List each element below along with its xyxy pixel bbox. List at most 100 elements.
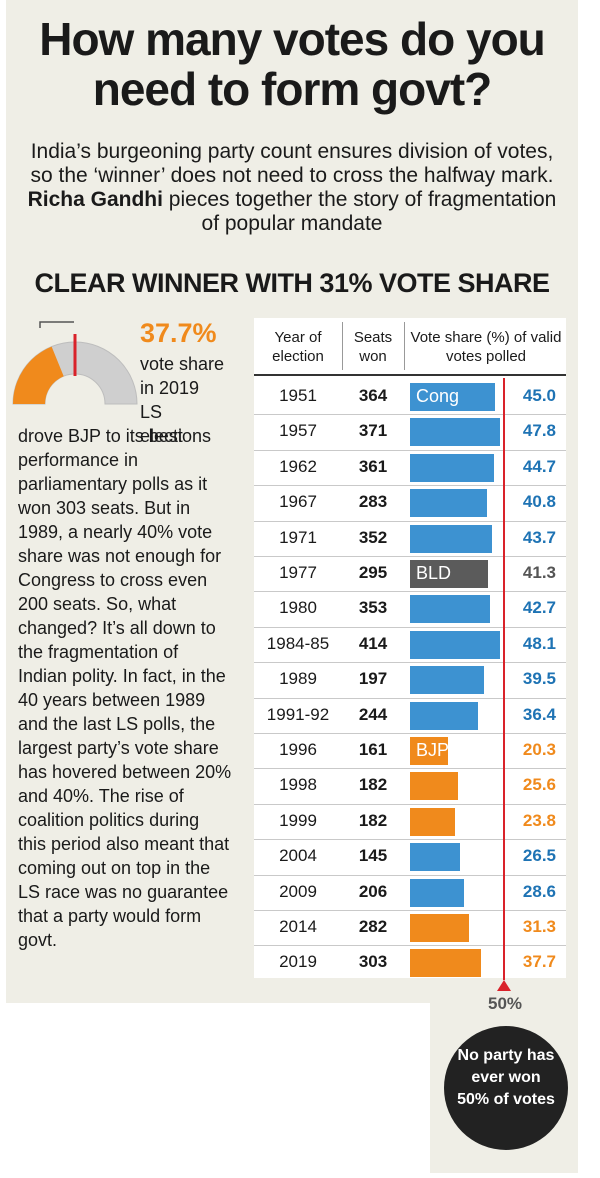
vote-share-bar (410, 418, 500, 447)
row-divider (254, 520, 566, 522)
seats-cell: 361 (358, 456, 388, 476)
page-title: How many votes do you need to form govt? (39, 13, 546, 115)
vote-share-value: 48.1 (522, 633, 556, 653)
vote-share-bar (410, 630, 501, 659)
year-cell: 1977 (279, 563, 317, 582)
seats-cell: 371 (358, 421, 388, 441)
column-header-year: Year of election (272, 329, 324, 365)
vote-share-bar (410, 878, 464, 907)
vote-share-bar (410, 843, 460, 872)
vote-share-value: 31.3 (522, 917, 556, 936)
row-divider (254, 414, 566, 416)
vote-share-value: 44.7 (522, 456, 556, 476)
year-cell: 1984-85 (266, 633, 330, 653)
year-cell: 2009 (279, 881, 317, 901)
vote-share-bar (410, 489, 487, 518)
year-cell: 1971 (279, 527, 317, 547)
column-divider (404, 322, 405, 370)
year-cell: 1998 (279, 775, 317, 795)
highlight-caption: vote share in 2019 LS elections (140, 354, 225, 446)
row-divider (254, 839, 566, 841)
vote-share-bar (410, 949, 481, 978)
column-header-seats: Seats won (353, 329, 393, 365)
vote-share-bar (410, 914, 469, 942)
callout-badge: No party has ever won 50% of votes (444, 1026, 568, 1150)
seats-cell: 161 (358, 740, 388, 759)
row-divider (254, 662, 566, 664)
vote-share-bar (410, 772, 459, 801)
seats-cell: 197 (358, 669, 388, 689)
vote-share-bar (410, 524, 493, 553)
vote-share-value: 43.7 (522, 527, 556, 547)
column-header-vote-share: Vote share (%) of valid votes polled (410, 329, 562, 365)
fifty-percent-line (503, 378, 505, 980)
row-divider (254, 449, 566, 451)
year-cell: 1957 (279, 421, 317, 441)
vote-share-gauge-icon (12, 321, 138, 405)
author-name: Richa Gandhi (27, 188, 163, 211)
row-divider (254, 591, 566, 593)
row-divider (254, 556, 566, 557)
vote-share-value: 47.8 (522, 421, 556, 441)
row-divider (254, 803, 566, 805)
vote-share-value: 42.7 (522, 598, 556, 618)
row-divider (254, 910, 566, 911)
year-cell: 1991-92 (266, 704, 330, 724)
header-rule (254, 374, 566, 376)
vote-share-bar (410, 701, 479, 730)
seats-cell: 364 (358, 386, 388, 405)
row-divider (254, 945, 566, 947)
seats-cell: 282 (358, 917, 388, 936)
vote-share-value: 40.8 (522, 492, 556, 512)
intro-text: India’s burgeoning party count ensures d… (27, 140, 557, 235)
vote-share-bar (410, 807, 455, 836)
row-divider (254, 626, 566, 628)
row-divider (254, 874, 566, 876)
vote-share-bar: BLD (410, 560, 488, 588)
year-cell: 2014 (279, 917, 317, 936)
seats-cell: 414 (358, 633, 388, 653)
vote-share-value: 28.6 (522, 881, 556, 901)
vote-share-value: 39.5 (522, 669, 556, 689)
party-label: BLD (416, 563, 452, 583)
highlight-percentage: 37.7% (140, 318, 217, 348)
year-cell: 1967 (279, 492, 317, 512)
vote-share-value: 37.7 (522, 952, 556, 972)
vote-share-value: 36.4 (522, 704, 556, 724)
vote-share-value: 25.6 (522, 775, 556, 795)
year-cell: 2019 (279, 952, 317, 972)
seats-cell: 244 (358, 704, 388, 724)
seats-cell: 206 (358, 881, 388, 901)
vote-share-value: 20.3 (522, 740, 556, 759)
fifty-percent-arrow-icon (497, 980, 511, 991)
vote-share-bar (410, 595, 491, 624)
seats-cell: 353 (358, 598, 388, 618)
seats-cell: 145 (358, 846, 388, 866)
row-divider (254, 485, 566, 487)
year-cell: 1999 (279, 810, 317, 830)
vote-share-value: 41.3 (522, 563, 556, 582)
body-paragraph: drove BJP to its best performance in par… (18, 426, 232, 950)
year-cell: 1980 (279, 598, 317, 618)
chart-subhead: CLEAR WINNER WITH 31% VOTE SHARE (34, 268, 550, 298)
seats-cell: 352 (358, 527, 388, 547)
seats-cell: 182 (358, 810, 388, 830)
vote-share-bar (410, 666, 485, 695)
party-label: Cong (416, 386, 460, 406)
row-divider (254, 768, 566, 770)
gauge-fill (13, 346, 64, 404)
vote-share-bar: Cong (410, 383, 495, 411)
vote-share-value: 26.5 (522, 846, 556, 866)
seats-cell: 283 (358, 492, 388, 512)
row-divider (254, 733, 566, 734)
vote-share-value: 23.8 (522, 810, 556, 830)
year-cell: 1951 (279, 386, 317, 405)
vote-share-bar (410, 453, 495, 482)
year-cell: 2004 (279, 846, 317, 866)
vote-share-value: 45.0 (522, 386, 556, 405)
vote-share-bar: BJP (410, 737, 450, 765)
party-label: BJP (416, 740, 450, 760)
seats-cell: 295 (358, 563, 388, 582)
year-cell: 1962 (279, 456, 317, 476)
gauge-pointer-line (39, 321, 74, 328)
